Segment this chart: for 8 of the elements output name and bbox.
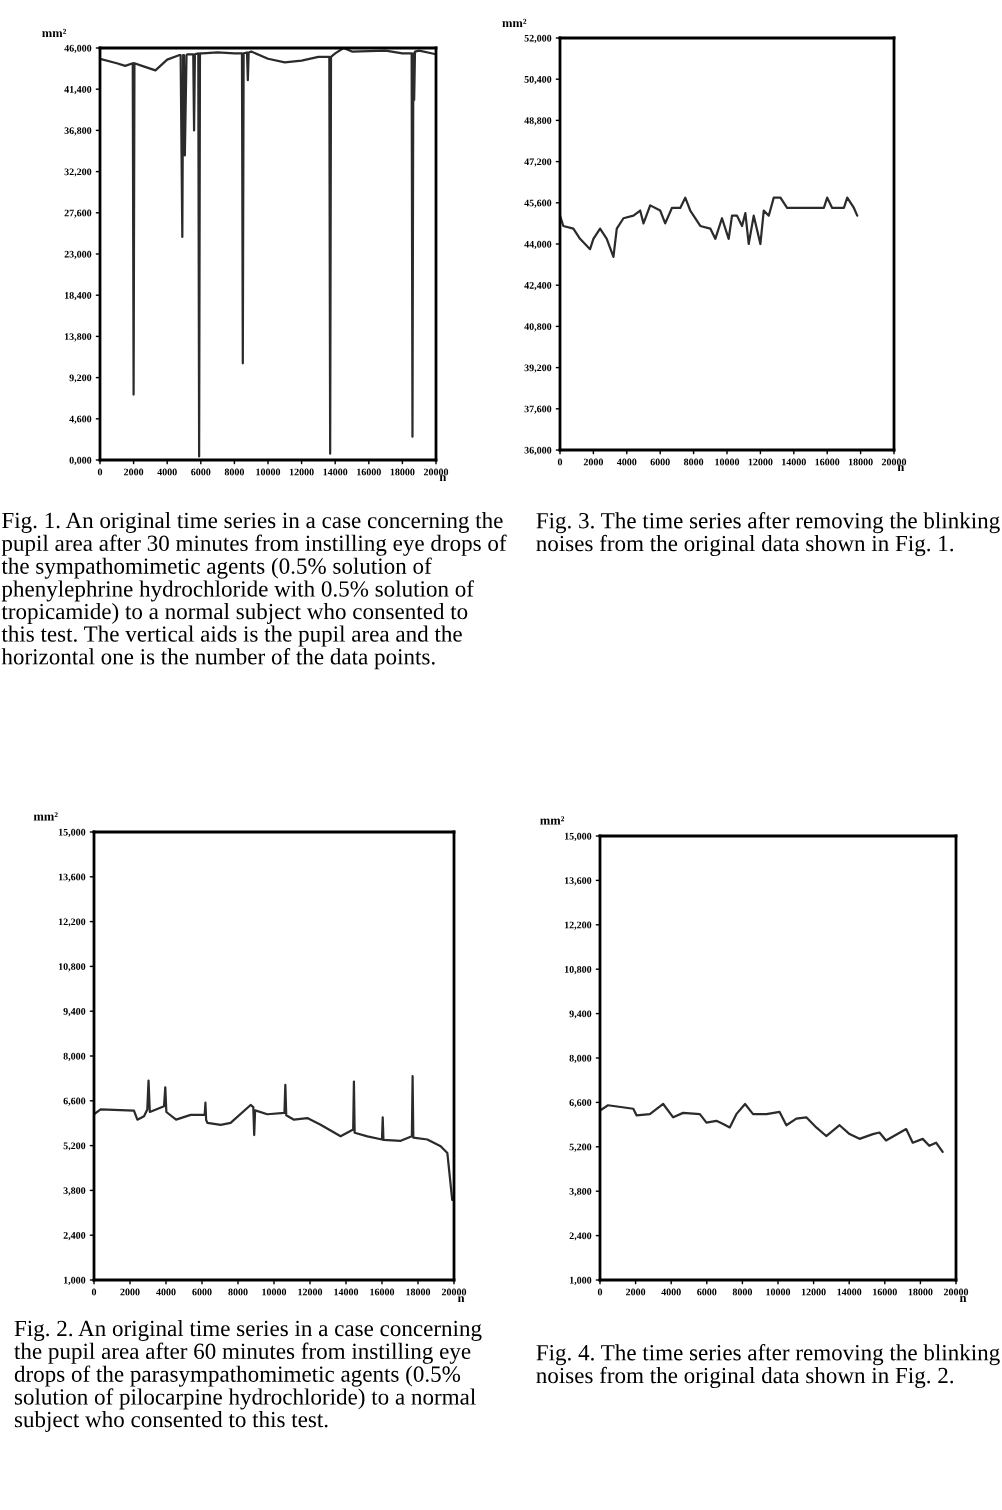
caption: Fig. 2. An original time series in a case concerning the pupil area after 60 minutes from instilling eye drops of the parasympathomimetic agents (0.5% solution of pilocarpine hydrochloride) to a normal subject who consented to this test. [14, 1320, 482, 1432]
caption: Fig. 1. An original time series in a case concerning the pupil area after 30 minutes from instilling eye drops of the sympathomimetic agents (0.5% solution of phenylephrine hydrochloride with 0.5% solution of tropicamide) to a normal subject who consented to this test. The vertical aids is the pupil area and the horizontal one is the number of the data points. [1, 512, 507, 670]
caption: Fig. 4. The time series after removing the blinking noises from the original data shown in Fig. 2. [536, 1344, 1000, 1389]
line-series [94, 1075, 454, 1202]
line-series [100, 48, 436, 458]
caption: Fig. 3. The time series after removing the blinking noises from the original data shown in Fig. 1. [536, 512, 1000, 557]
line-series [600, 1102, 944, 1153]
line-series [560, 196, 859, 258]
